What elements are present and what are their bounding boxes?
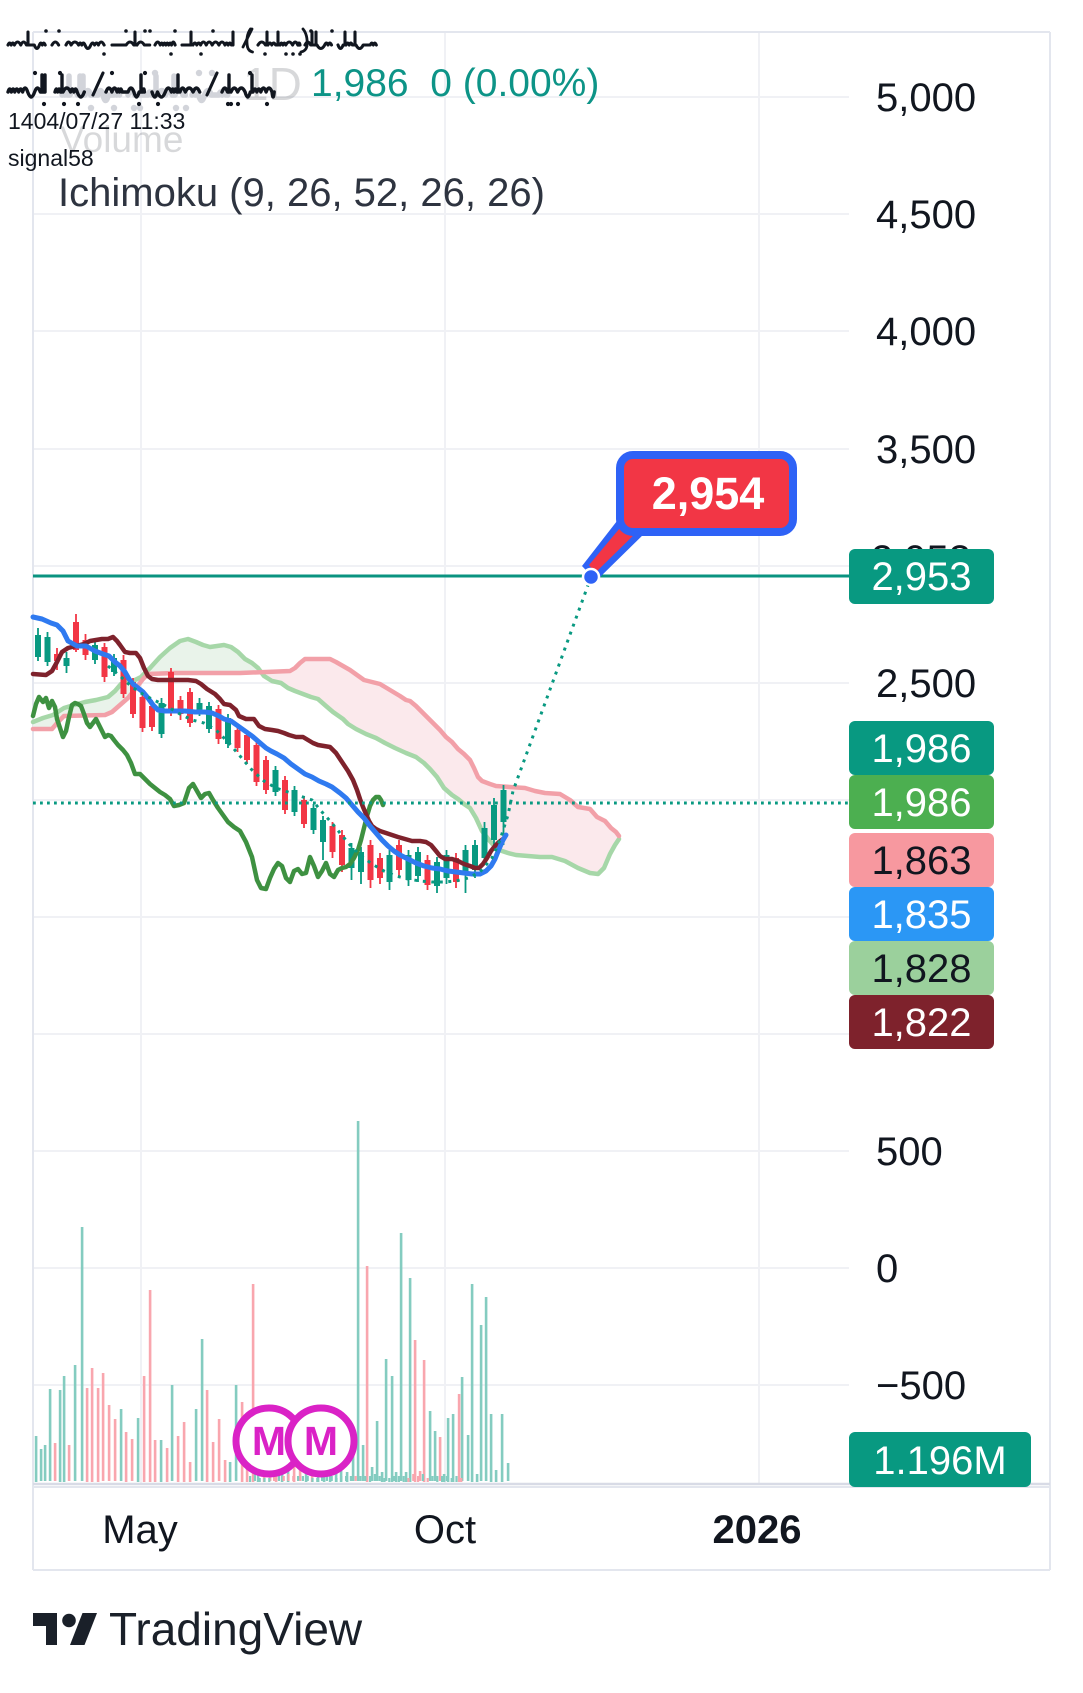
svg-text:2,954: 2,954 xyxy=(652,468,765,519)
svg-text:500: 500 xyxy=(876,1130,943,1174)
svg-text:5,000: 5,000 xyxy=(876,76,976,120)
svg-text:M: M xyxy=(304,1418,338,1464)
svg-text:1.196M: 1.196M xyxy=(873,1439,1006,1483)
svg-text:signal58: signal58 xyxy=(8,145,94,171)
svg-text:−500: −500 xyxy=(876,1364,966,1408)
svg-text:1,986: 1,986 xyxy=(871,781,971,825)
svg-text:TradingView: TradingView xyxy=(109,1603,363,1655)
svg-text:Oct: Oct xyxy=(414,1508,476,1552)
svg-text:Ichimoku (9, 26, 52, 26, 26): Ichimoku (9, 26, 52, 26, 26) xyxy=(58,171,545,215)
svg-text:1,986 0 (0.00%): 1,986 0 (0.00%) xyxy=(311,62,599,105)
svg-text:1,828: 1,828 xyxy=(871,947,971,991)
svg-text:Volume: Volume xyxy=(60,119,183,160)
svg-text:1,863: 1,863 xyxy=(871,839,971,883)
svg-text:2,500: 2,500 xyxy=(876,662,976,706)
svg-text:1,986: 1,986 xyxy=(871,727,971,771)
svg-text:2026: 2026 xyxy=(713,1508,802,1552)
svg-text:1,835: 1,835 xyxy=(871,893,971,937)
svg-text:3,500: 3,500 xyxy=(876,428,976,472)
svg-text:1404/07/27 11:33: 1404/07/27 11:33 xyxy=(8,108,185,134)
svg-text:4,000: 4,000 xyxy=(876,310,976,354)
svg-text:M: M xyxy=(252,1418,286,1464)
svg-text:0: 0 xyxy=(876,1247,898,1291)
svg-text:1,822: 1,822 xyxy=(871,1001,971,1045)
svg-text:2,953: 2,953 xyxy=(871,555,971,599)
svg-text:4,500: 4,500 xyxy=(876,193,976,237)
svg-text:May: May xyxy=(102,1508,178,1552)
